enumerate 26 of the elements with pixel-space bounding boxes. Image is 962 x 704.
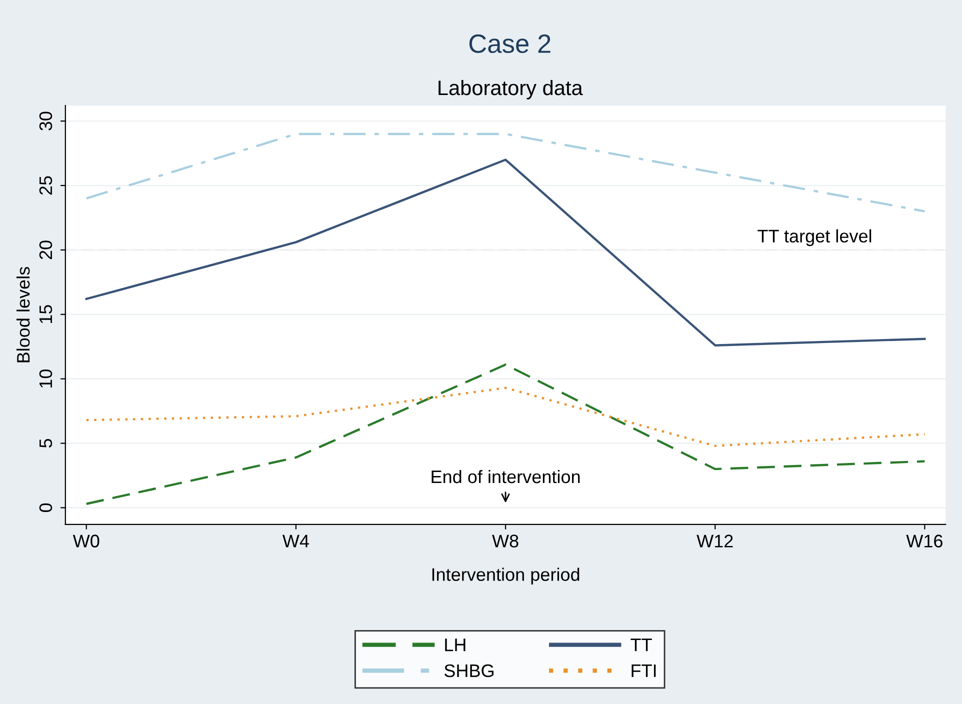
line-series	[85, 386, 926, 447]
y-tick-label: 30	[39, 112, 52, 130]
x-tick-label: W4	[282, 534, 309, 548]
x-axis-title: Intervention period	[432, 568, 580, 585]
legend-label: SHBG	[444, 664, 494, 678]
x-tick-label: W16	[906, 534, 942, 548]
legend-label: TT	[630, 638, 652, 652]
x-tick-label: W8	[492, 534, 518, 548]
line-series	[85, 132, 926, 212]
y-tick-label: 25	[39, 176, 52, 195]
annotation: End of intervention	[432, 470, 580, 484]
line-series	[85, 364, 926, 505]
y-tick-label: 0	[39, 503, 52, 512]
y-axis-title: Blood levels	[16, 267, 30, 362]
line-series	[85, 158, 926, 346]
legend-label: LH	[445, 638, 466, 652]
y-tick-label: 20	[39, 240, 52, 260]
x-tick-label: W12	[696, 534, 733, 548]
y-tick-label: 10	[39, 370, 52, 388]
y-tick-label: 5	[40, 439, 52, 448]
legend-label: FTI	[632, 664, 656, 677]
chart-subtitle: Laboratory data	[438, 80, 583, 100]
chart-title: Case 2	[469, 34, 550, 54]
x-tick-label: W0	[72, 534, 100, 548]
ref-line-label: TT target level	[758, 229, 872, 246]
y-tick-label: 15	[40, 305, 52, 324]
